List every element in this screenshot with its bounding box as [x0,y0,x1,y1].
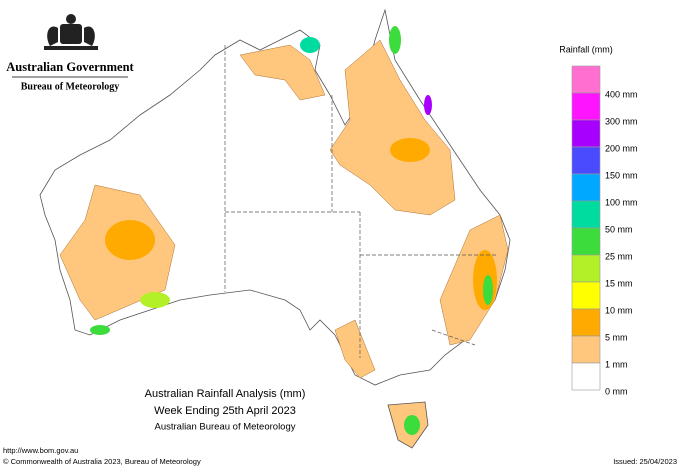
agency-name: Bureau of Meteorology [21,81,120,92]
map [39,8,511,449]
legend-swatch [571,281,601,310]
state-borders [224,45,497,358]
footer-issued: Issued: 25/04/2023 [613,457,677,466]
legend-label: 1 mm [605,359,628,369]
legend-label: 15 mm [605,278,633,288]
legend-swatch [571,227,601,256]
caption-source: Australian Bureau of Meteorology [155,422,296,433]
legend-label: 50 mm [605,224,633,234]
legend-swatch [571,119,601,148]
legend-swatch [571,173,601,202]
caption-title: Australian Rainfall Analysis (mm) [145,388,306,400]
legend-label: 10 mm [605,305,633,315]
legend-swatch [571,146,601,175]
legend-label: 300 mm [605,116,638,126]
legend-swatch [571,92,601,121]
legend-title: Rainfall (mm) [559,44,613,54]
legend-label: 25 mm [605,251,633,261]
legend-swatch [571,308,601,337]
legend-label: 0 mm [605,386,628,396]
legend-label: 150 mm [605,170,638,180]
legend-swatch [571,335,601,364]
heaviest-rain [90,26,493,435]
government-name: Australian Government [6,60,134,74]
legend-swatch [571,200,601,229]
legend-label: 5 mm [605,332,628,342]
legend-label: 100 mm [605,197,638,207]
footer-url: http://www.bom.gov.au [3,446,78,455]
caption-subtitle: Week Ending 25th April 2023 [154,405,296,417]
legend-swatch [571,65,601,94]
legend: 400 mm 300 mm 200 mm 150 mm 100 mm 50 mm 25 mm… [571,65,638,396]
legend-label: 200 mm [605,143,638,153]
legend-swatch [571,362,601,391]
legend-label: 400 mm [605,89,638,99]
coat-of-arms [44,14,98,50]
footer-copyright: © Commonwealth of Australia 2023, Bureau… [3,457,201,466]
legend-swatch [571,254,601,283]
